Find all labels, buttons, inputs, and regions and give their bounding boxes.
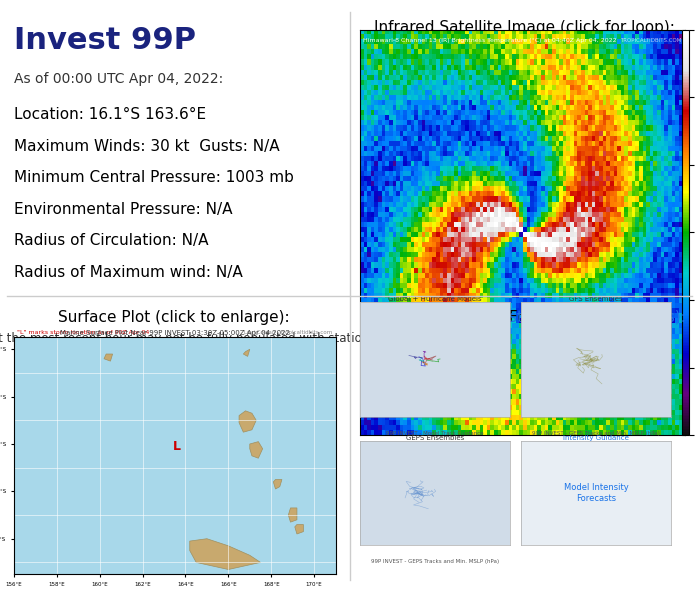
Text: 12z: 12z: [605, 449, 625, 459]
Text: 06z: 06z: [415, 449, 435, 459]
Text: Model Intensity
Forecasts: Model Intensity Forecasts: [563, 483, 628, 503]
Text: 18z: 18z: [628, 449, 649, 459]
Polygon shape: [250, 442, 263, 458]
Text: Location: 16.1°S 163.6°E: Location: 16.1°S 163.6°E: [14, 108, 206, 123]
Text: Model Forecasts (: Model Forecasts (: [458, 310, 592, 324]
Polygon shape: [295, 525, 303, 534]
Polygon shape: [239, 411, 257, 432]
Text: Surface Plot (click to enlarge):: Surface Plot (click to enlarge):: [58, 310, 290, 324]
Text: 99P INVEST - GEFS Tracks and Min. MSLP (hPa): 99P INVEST - GEFS Tracks and Min. MSLP (…: [532, 431, 660, 436]
Text: Minimum Central Pressure: 1003 mb: Minimum Central Pressure: 1003 mb: [14, 170, 294, 185]
Text: 06z: 06z: [582, 449, 602, 459]
Polygon shape: [289, 508, 297, 522]
Title: GEPS Ensembles: GEPS Ensembles: [406, 435, 464, 440]
Text: |: |: [578, 449, 582, 460]
Text: Infrared Satellite Image (click for loop):: Infrared Satellite Image (click for loop…: [375, 20, 675, 35]
Polygon shape: [243, 349, 250, 356]
Text: TROPICALTIDBITS.COM: TROPICALTIDBITS.COM: [621, 38, 682, 43]
Text: Invest 99P: Invest 99P: [14, 25, 196, 54]
Text: Note that the most recent hour may not be fully populated with stations yet.: Note that the most recent hour may not b…: [0, 332, 401, 345]
Text: L: L: [173, 440, 181, 453]
Text: Maximum Winds: 30 kt  Gusts: N/A: Maximum Winds: 30 kt Gusts: N/A: [14, 139, 280, 154]
Text: 18z: 18z: [461, 449, 482, 459]
Polygon shape: [189, 539, 261, 570]
Text: |: |: [411, 449, 415, 460]
Text: 99P INVEST - Model Track Guidance: 99P INVEST - Model Track Guidance: [387, 431, 484, 436]
Text: 00z: 00z: [391, 449, 411, 459]
Polygon shape: [104, 354, 113, 361]
Text: 00z: 00z: [559, 449, 578, 459]
Text: |: |: [435, 449, 438, 460]
Title: GFS Ensembles: GFS Ensembles: [569, 295, 623, 301]
Title: Global + Hurricane Models: Global + Hurricane Models: [389, 295, 482, 301]
Text: Himawari-8 Channel 13 (IR) Brightness Temperature (°C) at 04:40Z Apr 04, 2022: Himawari-8 Channel 13 (IR) Brightness Te…: [363, 38, 617, 43]
Text: list of model acronyms):: list of model acronyms):: [364, 310, 686, 324]
Text: As of 00:00 UTC Apr 04, 2022:: As of 00:00 UTC Apr 04, 2022:: [14, 72, 223, 86]
Text: Radius of Circulation: N/A: Radius of Circulation: N/A: [14, 233, 208, 248]
Text: 12z: 12z: [438, 449, 458, 459]
Text: Environmental Pressure: N/A: Environmental Pressure: N/A: [14, 202, 232, 217]
Text: Levi Cowan - tropicaltidbits.com: Levi Cowan - tropicaltidbits.com: [244, 330, 332, 335]
Polygon shape: [273, 480, 282, 489]
Title: Intensity Guidance: Intensity Guidance: [563, 435, 629, 440]
Text: "L" marks storm location as of 00Z Apr 04: "L" marks storm location as of 00Z Apr 0…: [17, 330, 150, 335]
Text: |: |: [458, 449, 461, 460]
Title: Marine Surface Plot Near 99P INVEST 03:30Z-05:00Z Apr 04 2022: Marine Surface Plot Near 99P INVEST 03:3…: [60, 330, 289, 336]
Text: |: |: [625, 449, 628, 460]
Text: |: |: [602, 449, 605, 460]
Text: Radius of Maximum wind: N/A: Radius of Maximum wind: N/A: [14, 265, 243, 279]
Text: 99P INVEST - GEPS Tracks and Min. MSLP (hPa): 99P INVEST - GEPS Tracks and Min. MSLP (…: [371, 559, 499, 564]
